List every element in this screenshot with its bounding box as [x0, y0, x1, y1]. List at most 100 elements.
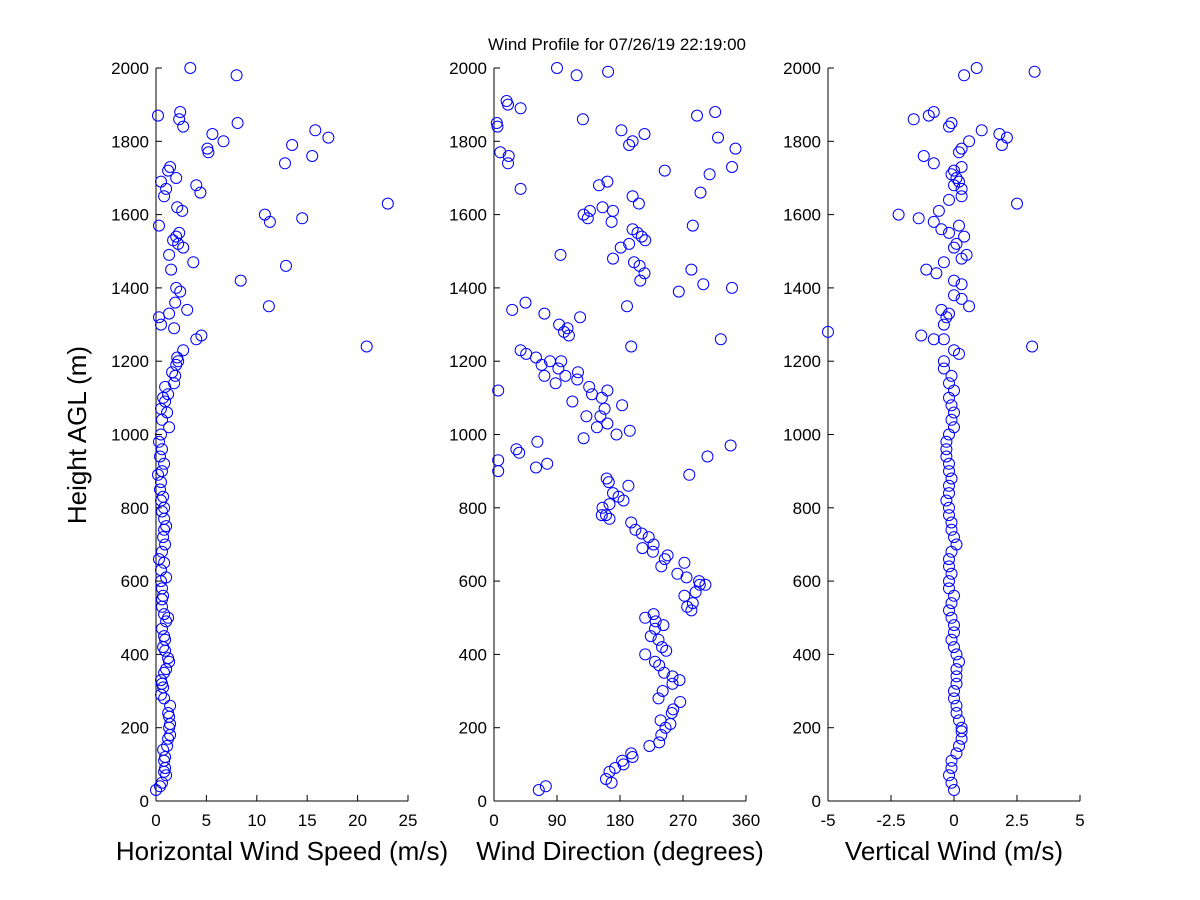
- x-tick-label: 180: [606, 811, 634, 830]
- data-point: [593, 179, 605, 192]
- data-point: [603, 498, 616, 511]
- data-point: [577, 208, 590, 221]
- data-point: [636, 542, 649, 555]
- data-point: [955, 725, 968, 738]
- data-point: [609, 762, 622, 774]
- y-tick-label: 800: [459, 499, 487, 518]
- data-point: [502, 157, 514, 170]
- data-point: [683, 468, 696, 481]
- data-point: [697, 278, 710, 291]
- data-point: [671, 567, 684, 580]
- data-point: [628, 256, 640, 269]
- data-point: [948, 685, 960, 697]
- data-point: [943, 193, 955, 206]
- data-point: [943, 509, 955, 522]
- data-point: [601, 417, 614, 430]
- y-tick-label: 1400: [449, 279, 487, 298]
- data-point: [943, 553, 955, 566]
- data-point: [157, 589, 170, 602]
- panel-vertical-wind: 0 200 400 600 800 1000 1200 1400 1600 1800 2000 -5 -…: [783, 59, 1085, 866]
- data-point: [945, 399, 958, 412]
- data-point: [948, 619, 960, 632]
- data-point: [153, 435, 165, 448]
- data-point: [171, 201, 184, 214]
- data-point: [642, 531, 655, 544]
- y-tick-label: 400: [121, 645, 149, 664]
- data-point: [171, 351, 184, 364]
- data-point: [155, 318, 167, 331]
- data-point: [638, 128, 651, 140]
- data-point: [514, 344, 527, 357]
- y-tick-label: 600: [121, 572, 149, 591]
- data-point: [652, 692, 665, 705]
- data-point: [658, 553, 671, 566]
- data-point: [601, 175, 614, 188]
- data-point: [937, 355, 950, 368]
- data-point: [623, 139, 636, 151]
- data-point: [943, 479, 955, 492]
- data-point: [514, 102, 527, 115]
- data-point: [963, 135, 976, 148]
- data-point: [165, 263, 178, 276]
- data-point: [694, 186, 707, 199]
- data-point: [948, 241, 960, 254]
- data-point: [206, 128, 219, 140]
- y-tick-label: 1800: [783, 132, 821, 151]
- data-point: [230, 69, 243, 82]
- data-point: [154, 450, 166, 463]
- data-point: [691, 109, 703, 122]
- data-point: [709, 106, 722, 118]
- data-point: [685, 604, 698, 617]
- data-point: [948, 641, 960, 654]
- data-point: [170, 172, 183, 184]
- data-point: [950, 677, 963, 690]
- data-point: [625, 516, 638, 529]
- data-point: [574, 311, 587, 324]
- data-point: [173, 226, 186, 239]
- data-point: [945, 117, 958, 129]
- data-point: [616, 399, 629, 412]
- data-point: [162, 611, 175, 624]
- data-point: [231, 117, 244, 129]
- data-point: [935, 223, 948, 236]
- x-tick-label: 5: [202, 811, 211, 830]
- data-point: [607, 204, 619, 217]
- data-point: [945, 611, 958, 624]
- y-tick-label: 600: [793, 572, 821, 591]
- data-point: [950, 707, 963, 719]
- data-point: [153, 219, 165, 232]
- data-point: [950, 538, 963, 551]
- data-point: [559, 369, 572, 382]
- y-tick-label: 0: [812, 792, 821, 811]
- data-point: [943, 575, 955, 588]
- data-point: [187, 256, 200, 269]
- data-point: [510, 443, 523, 456]
- data-point: [937, 362, 950, 375]
- data-point: [940, 494, 953, 507]
- y-tick-label: 1000: [111, 426, 149, 445]
- data-point: [955, 252, 968, 265]
- data-point: [152, 109, 164, 122]
- data-point: [701, 450, 714, 463]
- y-tick-label: 200: [459, 719, 487, 738]
- data-point: [279, 157, 291, 170]
- data-point: [963, 300, 976, 313]
- y-tick-label: 200: [121, 719, 149, 738]
- data-point: [666, 677, 679, 690]
- data-point: [170, 281, 183, 294]
- data-point: [554, 248, 567, 261]
- data-point: [635, 230, 648, 243]
- y-tick-label: 1000: [449, 426, 487, 445]
- data-point: [689, 586, 702, 599]
- data-point: [598, 402, 611, 415]
- data-point: [657, 619, 670, 632]
- data-point: [935, 303, 948, 316]
- data-point: [655, 729, 668, 741]
- data-point: [217, 135, 230, 148]
- x-tick-label: -5: [820, 811, 835, 830]
- data-point: [714, 333, 727, 346]
- data-point: [953, 714, 965, 727]
- data-point: [170, 230, 183, 243]
- data-point: [940, 450, 953, 463]
